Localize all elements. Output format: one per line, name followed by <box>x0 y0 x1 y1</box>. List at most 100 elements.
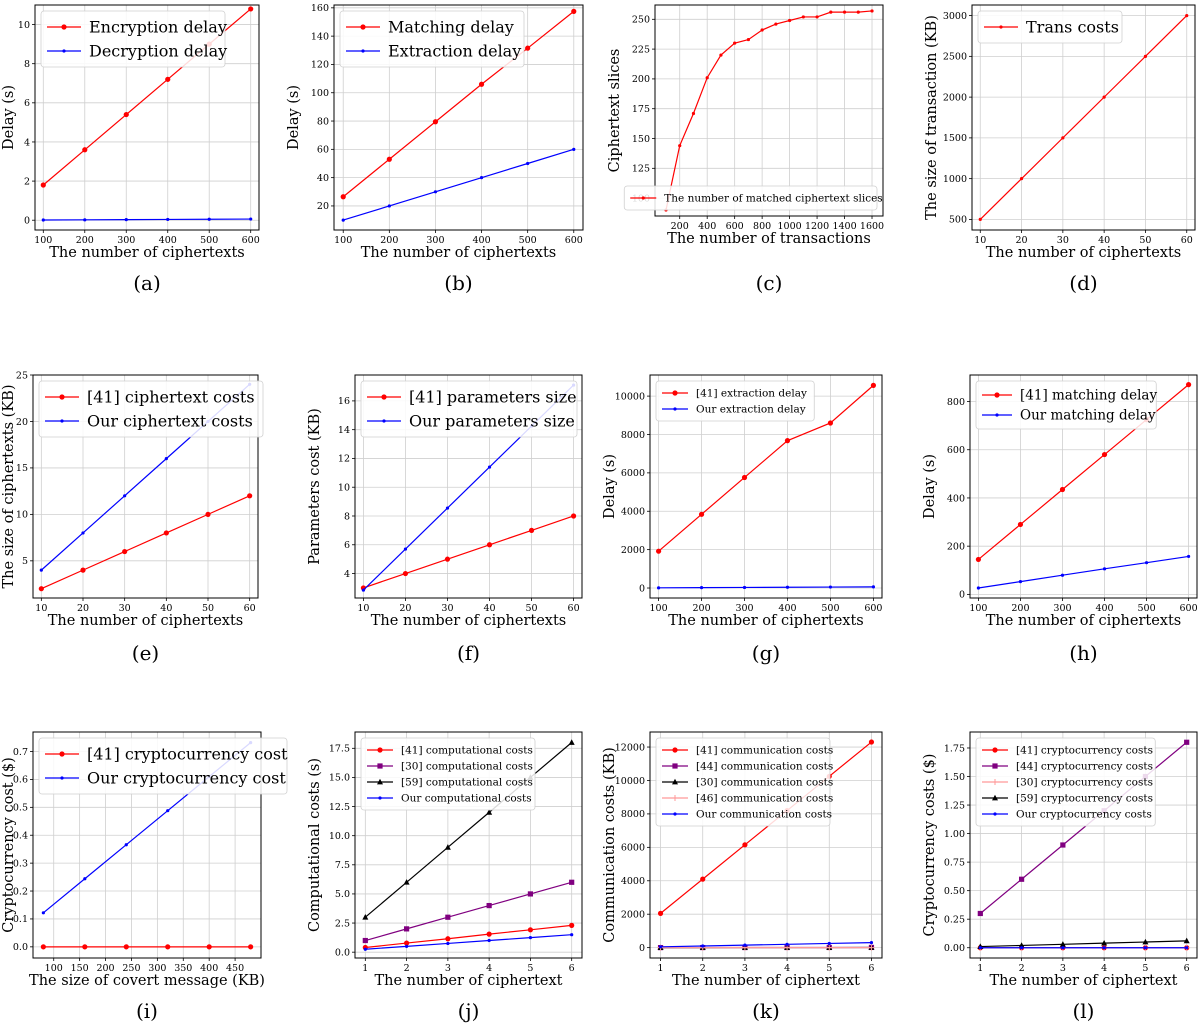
data-point <box>719 53 723 57</box>
legend-entry-label: [30] cryptocurrency costs <box>1016 777 1153 789</box>
panel-caption: (h) <box>1069 641 1098 665</box>
panel-caption: (j) <box>458 999 480 1023</box>
x-tick-label: 40 <box>483 603 495 614</box>
data-point <box>1184 739 1190 745</box>
legend: [41] cryptocurrency costs [44] cryptocurr… <box>975 737 1156 827</box>
data-point <box>788 18 792 23</box>
x-axis-label: The number of ciphertexts <box>986 613 1181 629</box>
data-point <box>40 182 46 188</box>
series-group <box>664 9 874 212</box>
data-point <box>827 420 834 426</box>
data-point <box>842 10 847 14</box>
y-tick-label: 4000 <box>621 507 645 518</box>
y-tick-label: 8 <box>24 59 30 70</box>
y-tick-label: 14 <box>338 425 350 436</box>
series-line-3 <box>364 742 573 918</box>
legend-box <box>977 10 1123 44</box>
y-tick-label: 600 <box>947 445 965 456</box>
legend-swatch-marker <box>992 747 998 753</box>
data-point <box>572 147 576 151</box>
data-point <box>123 944 129 950</box>
x-tick-label: 2 <box>404 963 410 974</box>
series-line-1 <box>365 924 572 949</box>
y-tick-label: 12000 <box>615 742 645 753</box>
data-point <box>1183 937 1190 944</box>
x-tick-label: 20 <box>399 603 411 614</box>
data-point <box>1061 136 1065 140</box>
chart-panel-a: 100 200 300 400 500 600 0 2 4 6 8 10 The number of c… <box>1 4 260 295</box>
legend-swatch-marker <box>999 25 1003 29</box>
data-point <box>122 548 128 555</box>
y-tick-label: 0.3 <box>13 858 28 869</box>
data-point <box>445 936 451 942</box>
y-tick-label: 10 <box>338 483 350 494</box>
x-tick-label: 200 <box>671 221 689 232</box>
legend-swatch-marker <box>360 24 366 30</box>
panel-caption: (g) <box>752 641 780 665</box>
y-tick-label: 0.5 <box>13 803 28 814</box>
data-point <box>362 937 368 944</box>
data-point <box>870 382 877 388</box>
x-tick-label: 60 <box>244 603 256 614</box>
y-axis-label: Delay (s) <box>602 454 618 519</box>
legend-swatch-marker <box>673 812 677 816</box>
x-tick-label: 1 <box>977 963 983 974</box>
x-tick-label: 50 <box>526 603 538 614</box>
y-tick-label: 10 <box>18 20 30 31</box>
y-tick-label: 125 <box>632 164 650 175</box>
data-point <box>403 940 410 946</box>
data-point <box>80 567 86 573</box>
legend-entry-label: [30] communication costs <box>696 777 833 789</box>
chart-panel-d: 10 20 30 40 50 60 500 1000 1500 2000 2500 3000 The n… <box>924 4 1196 295</box>
x-tick-label: 400 <box>1095 603 1113 614</box>
data-point <box>868 739 875 745</box>
x-tick-label: 10 <box>357 603 369 614</box>
plot-frame <box>32 731 262 959</box>
legend-swatch-marker <box>377 747 383 753</box>
data-point <box>1019 946 1024 950</box>
x-tick-label: 200 <box>96 963 114 974</box>
data-point <box>871 585 876 589</box>
y-tick-label: 200 <box>947 541 965 552</box>
data-point <box>81 531 85 535</box>
legend-entry-label: [41] communication costs <box>696 745 833 757</box>
data-point <box>41 911 45 915</box>
legend-swatch-marker <box>672 747 678 753</box>
data-point <box>829 10 833 14</box>
x-axis-label: The size of covert message (KB) <box>29 973 265 989</box>
chart-panel-l: 1 2 3 4 5 6 0.00 0.25 0.50 0.75 1.00 1.25 1.50 1.75 Th… <box>922 731 1198 1023</box>
data-point <box>656 586 661 590</box>
y-axis-label: Ciphertext slices <box>607 49 623 173</box>
data-point <box>698 511 705 517</box>
legend-swatch-marker <box>59 751 65 757</box>
legend-swatch-marker <box>992 779 998 785</box>
x-tick-label: 150 <box>71 963 89 974</box>
x-tick-label: 300 <box>426 235 444 246</box>
legend-entry-label: [44] cryptocurrency costs <box>1016 761 1153 773</box>
legend-box <box>38 380 264 438</box>
panel-caption: (d) <box>1069 271 1097 295</box>
data-point <box>570 933 574 937</box>
y-tick-label: 5 <box>22 556 28 567</box>
data-point <box>404 944 409 948</box>
x-tick-label: 400 <box>472 235 490 246</box>
data-point <box>479 176 484 180</box>
legend-entry-label: Encryption delay <box>89 18 227 37</box>
legend-entry-label: Our cryptocurrency costs <box>1016 809 1152 821</box>
data-point <box>1059 486 1066 493</box>
legend-swatch-marker <box>992 763 998 769</box>
legend-box <box>40 10 226 68</box>
x-tick-label: 100 <box>45 963 63 974</box>
data-point <box>801 15 805 19</box>
y-tick-label: 16 <box>338 396 350 407</box>
panel-caption: (e) <box>132 641 159 665</box>
data-point <box>976 586 981 590</box>
y-tick-label: 2 <box>24 176 30 187</box>
y-axis-label: Parameters cost (KB) <box>307 408 323 565</box>
data-point <box>205 511 211 517</box>
y-tick-label: 100 <box>311 88 329 99</box>
data-point <box>124 218 128 222</box>
data-point <box>386 156 392 162</box>
series-line-2 <box>343 148 574 221</box>
series-line-1 <box>979 15 1188 220</box>
